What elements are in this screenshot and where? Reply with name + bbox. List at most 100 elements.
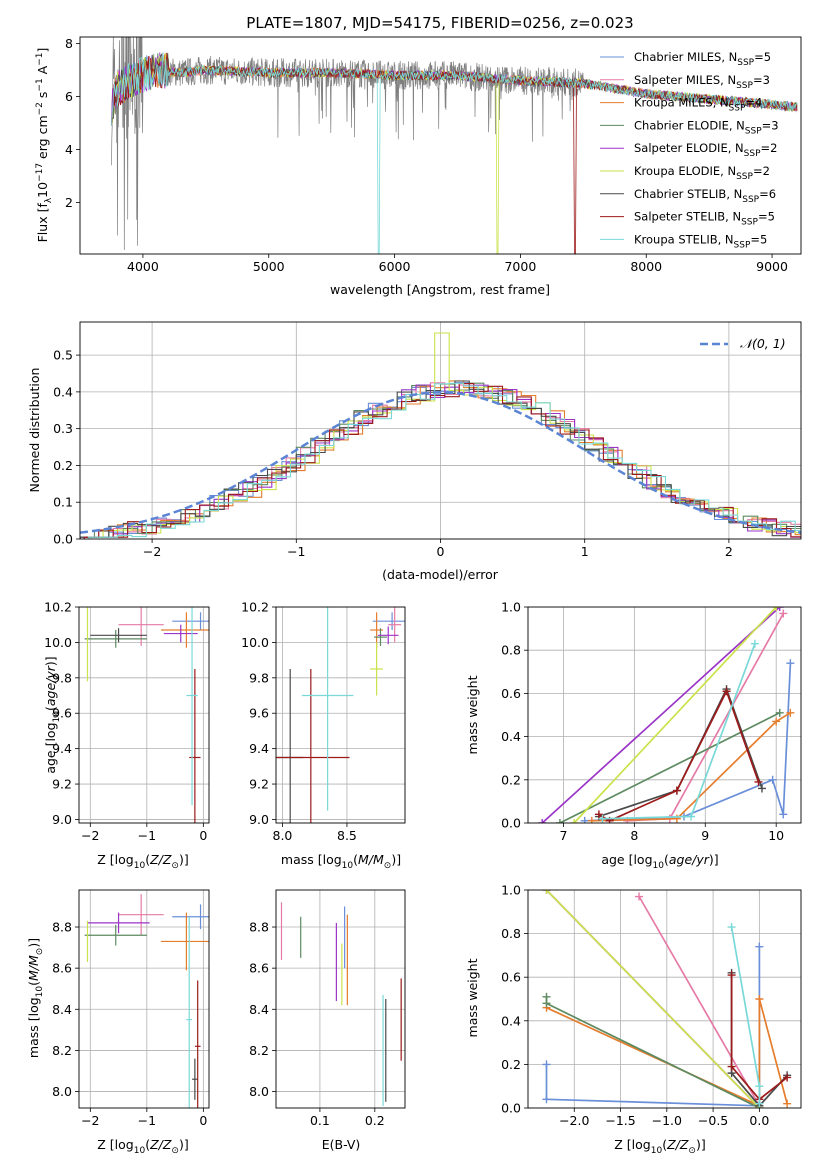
label-part: =3 xyxy=(753,73,770,87)
legend-label: Chabrier STELIB, NSSP=6 xyxy=(634,187,776,205)
x-axis-label: Z [log10(Z/Z⊙)] xyxy=(97,1137,188,1156)
label-part: )] xyxy=(179,1137,189,1152)
weight-marker xyxy=(758,784,766,793)
weight-marker xyxy=(570,819,579,823)
age-vs-mass-panel: 8.0 8.5 9.0 9.2 9.4 9.6 9.8 10.0 10.2 mass [log10… xyxy=(241,600,406,871)
legend-label: Chabrier MILES, NSSP=5 xyxy=(634,50,771,68)
label-part: Salpeter STELIB, N xyxy=(634,210,741,224)
weight-marker xyxy=(555,819,564,823)
y-tick-label: 0.4 xyxy=(53,384,73,399)
legend-label: Salpeter ELODIE, NSSP=2 xyxy=(634,141,777,159)
label-part: ( xyxy=(145,852,150,867)
x-tick-label: 1 xyxy=(581,544,589,559)
x-tick-label: 10 xyxy=(768,828,784,843)
label-part: =5 xyxy=(750,232,767,246)
y-tick-label: 0.6 xyxy=(501,970,521,985)
legend-label: 𝒩(0, 1) xyxy=(740,336,786,351)
y-tick-label: 8.2 xyxy=(52,1043,72,1058)
y-tick-label: 0.3 xyxy=(53,421,73,436)
label-part: SSP xyxy=(729,104,746,114)
x-tick-label: 4000 xyxy=(127,259,159,274)
label-part: =3 xyxy=(762,118,779,132)
label-part: 10 xyxy=(134,861,146,871)
y-tick-label: 9.8 xyxy=(52,670,72,685)
mass-weight-vs-metallicity-panel: −2.0 −1.5 −1.0 −0.5 0.0 0.0 0.2 0.4 0.6 0.8 1.0 Z [… xyxy=(465,883,802,1156)
weight-marker xyxy=(580,816,589,823)
axes-frame xyxy=(79,36,802,255)
label-part: Salpeter ELODIE, N xyxy=(634,141,744,155)
weight-marker xyxy=(750,639,759,648)
y-tick-label: 8.6 xyxy=(52,961,72,976)
x-tick-label: 7000 xyxy=(504,259,536,274)
x-axis-label: (data-model)/error xyxy=(382,567,499,582)
x-tick-label: 0 xyxy=(437,544,445,559)
x-tick-label: −2 xyxy=(81,828,99,843)
weight-marker xyxy=(542,1060,551,1069)
label-part: Chabrier MILES, N xyxy=(634,50,737,64)
residual-histogram-panel: −2 −1 0 1 2 0.0 0.1 0.2 0.3 0.4 0.5 (data-model)/er… xyxy=(27,321,802,582)
label-part: A xyxy=(35,65,50,78)
x-tick-label: 6000 xyxy=(379,259,411,274)
weight-line xyxy=(546,998,788,1108)
weight-marker xyxy=(783,1073,792,1082)
x-tick-label: 9000 xyxy=(756,259,788,274)
label-part: SSP xyxy=(742,195,759,205)
weight-marker xyxy=(598,814,607,823)
x-tick-label: 0 xyxy=(199,828,207,843)
legend-label: Kroupa STELIB, NSSP=5 xyxy=(634,232,767,250)
weight-marker xyxy=(727,923,736,932)
weight-marker xyxy=(755,1099,764,1108)
label-part: Z [log xyxy=(97,1137,133,1152)
y-tick-label: 9.2 xyxy=(249,777,269,792)
y-tick-label: 8.8 xyxy=(249,920,269,935)
mass-vs-ebv-panel: 0.1 0.2 8.0 8.2 8.4 8.6 8.8 xyxy=(249,889,406,1128)
label-part: SSP xyxy=(734,240,751,250)
figure-title: PLATE=1807, MJD=54175, FIBERID=0256, z=0… xyxy=(246,14,633,32)
label-part: )] xyxy=(709,852,719,867)
x-axis-label: wavelength [Angstrom, rest frame] xyxy=(330,282,550,297)
x-tick-label: −1 xyxy=(287,544,305,559)
legend-label: Kroupa ELODIE, NSSP=2 xyxy=(634,164,770,182)
y-tick-label: 4 xyxy=(65,142,73,157)
legend-label: Salpeter MILES, NSSP=3 xyxy=(634,73,770,91)
weight-marker xyxy=(727,1062,736,1071)
x-tick-label: 8000 xyxy=(630,259,662,274)
weight-line xyxy=(573,607,777,823)
plot-area xyxy=(79,890,209,1108)
axes-frame xyxy=(527,606,802,824)
axes-frame xyxy=(275,606,406,824)
y-tick-label: 0.5 xyxy=(53,348,73,363)
label-part: 10 xyxy=(35,986,45,998)
y-tick-label: 2 xyxy=(65,195,73,210)
normal-curve xyxy=(80,391,801,534)
y-tick-label: 1.0 xyxy=(501,883,521,898)
weight-marker xyxy=(772,607,781,611)
legend-label: Kroupa MILES, NSSP=4 xyxy=(634,96,762,114)
plot-area xyxy=(80,322,801,539)
weight-marker xyxy=(722,687,731,696)
label-part: )] xyxy=(696,1137,706,1152)
y-tick-label: 9.2 xyxy=(52,777,72,792)
label-part: SSP xyxy=(744,149,761,159)
x-tick-label: −0.5 xyxy=(698,1113,728,1128)
y-tick-label: 9.6 xyxy=(249,706,269,721)
weight-marker xyxy=(775,607,784,611)
x-tick-label: 5000 xyxy=(253,259,285,274)
label-part: λ xyxy=(44,197,54,203)
y-tick-label: 0.8 xyxy=(501,926,521,941)
x-tick-label: −2 xyxy=(143,544,161,559)
weight-line xyxy=(638,896,761,1107)
y-tick-label: 0.2 xyxy=(501,1057,521,1072)
y-tick-label: 9.0 xyxy=(52,812,72,827)
x-axis-label: Z [log10(Z/Z⊙)] xyxy=(614,1137,705,1156)
label-part: ( xyxy=(664,852,669,867)
axes-frame xyxy=(78,889,210,1109)
weight-marker xyxy=(594,810,603,819)
spectrum-panel: 4000 5000 6000 7000 8000 9000 2 4 6 8 wavelength [… xyxy=(35,36,802,297)
label-part: Kroupa MILES, N xyxy=(634,96,729,110)
y-tick-label: 10.2 xyxy=(241,600,269,615)
y-axis-label: mass weight xyxy=(465,958,480,1037)
y-tick-label: 0.1 xyxy=(53,495,73,510)
label-part: Chabrier ELODIE, N xyxy=(634,118,745,132)
